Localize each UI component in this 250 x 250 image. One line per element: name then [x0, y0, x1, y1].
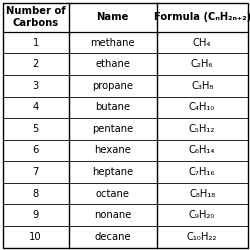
Text: C₁₀H₂₂: C₁₀H₂₂: [187, 232, 217, 242]
Text: nonane: nonane: [94, 210, 132, 220]
Text: C₄H₁₀: C₄H₁₀: [189, 102, 215, 112]
Text: Formula (CₙH₂ₙ₊₂): Formula (CₙH₂ₙ₊₂): [154, 12, 250, 22]
Text: 9: 9: [32, 210, 39, 220]
Text: butane: butane: [95, 102, 130, 112]
Text: C₅H₁₂: C₅H₁₂: [189, 124, 215, 134]
Text: C₉H₂₀: C₉H₂₀: [189, 210, 215, 220]
Text: Name: Name: [96, 12, 129, 22]
Text: heptane: heptane: [92, 167, 134, 177]
Text: 10: 10: [29, 232, 42, 242]
Text: pentane: pentane: [92, 124, 134, 134]
Text: ethane: ethane: [95, 59, 130, 69]
Text: 6: 6: [32, 146, 39, 156]
Text: C₈H₁₈: C₈H₁₈: [189, 188, 215, 198]
Text: CH₄: CH₄: [193, 38, 211, 48]
Text: 7: 7: [32, 167, 39, 177]
Text: 5: 5: [32, 124, 39, 134]
Text: decane: decane: [94, 232, 131, 242]
Text: 1: 1: [32, 38, 39, 48]
Text: C₆H₁₄: C₆H₁₄: [189, 146, 215, 156]
Text: 2: 2: [32, 59, 39, 69]
Text: Number of
Carbons: Number of Carbons: [6, 6, 66, 28]
Text: C₇H₁₆: C₇H₁₆: [189, 167, 215, 177]
Text: 4: 4: [32, 102, 39, 112]
Text: hexane: hexane: [94, 146, 131, 156]
Text: C₃H₈: C₃H₈: [191, 81, 213, 91]
Text: 3: 3: [32, 81, 39, 91]
Text: methane: methane: [90, 38, 135, 48]
Text: 8: 8: [32, 188, 39, 198]
Text: propane: propane: [92, 81, 133, 91]
Text: C₂H₆: C₂H₆: [191, 59, 213, 69]
Text: octane: octane: [96, 188, 130, 198]
